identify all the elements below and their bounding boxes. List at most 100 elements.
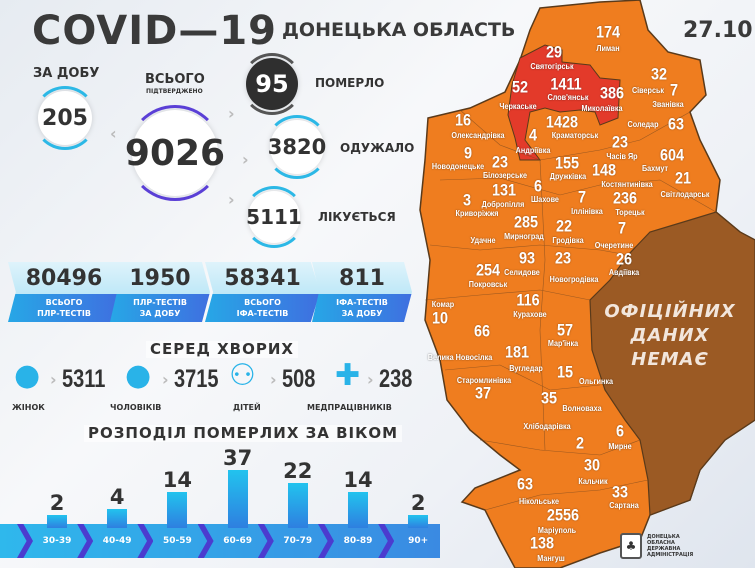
test-card: 80496 ВСЬОГО ПЛР-ТЕСТІВ bbox=[8, 262, 120, 322]
test-card: 811 ІФА-ТЕСТІВ ЗА ДОБУ bbox=[312, 262, 412, 322]
patient-count: 3715 bbox=[174, 365, 219, 393]
daily-label: ЗА ДОБУ bbox=[33, 66, 100, 81]
town-name: Криворіжжя bbox=[455, 207, 499, 218]
test-label: ВСЬОГО ІФА-ТЕСТІВ bbox=[205, 294, 320, 322]
daily-value: 205 bbox=[42, 105, 88, 131]
town-case-count: 6 bbox=[533, 176, 543, 196]
test-label-line: ВСЬОГО bbox=[45, 298, 83, 307]
town-name: Світлодарськ bbox=[660, 188, 710, 199]
coat-of-arms-icon: ♣ bbox=[620, 533, 642, 559]
town-case-count: 1428 bbox=[545, 112, 579, 132]
town-name: Хлібодарівка bbox=[523, 420, 571, 431]
age-bar bbox=[408, 514, 429, 528]
chevron-right-icon: › bbox=[242, 150, 249, 169]
test-label-line: ПЛР-ТЕСТІВ bbox=[37, 309, 91, 318]
test-card: 58341 ВСЬОГО ІФА-ТЕСТІВ bbox=[205, 262, 320, 322]
town-name: Миколаївка bbox=[581, 102, 623, 113]
age-bar-value: 4 bbox=[109, 485, 125, 509]
treated-label: ЛІКУЄТЬСЯ bbox=[318, 210, 396, 224]
page-title: COVID—19 bbox=[32, 8, 277, 54]
woman-icon: ● bbox=[14, 358, 41, 393]
town-name: Авдіївка bbox=[608, 266, 640, 277]
town-case-count: 254 bbox=[475, 260, 501, 280]
region-name: ДОНЕЦЬКА ОБЛАСТЬ bbox=[282, 19, 516, 41]
town-name: Курахове bbox=[513, 308, 547, 319]
town-case-count: 52 bbox=[511, 77, 529, 97]
report-date: 27.10 bbox=[683, 18, 753, 43]
age-group-label: 70-79 bbox=[283, 536, 313, 546]
town-name: Старомлинівка bbox=[456, 374, 512, 385]
logo-text-line: АДМІНІСТРАЦІЯ bbox=[647, 552, 694, 558]
town-name: Костянтинівка bbox=[601, 178, 653, 189]
deaths-circle: 95 bbox=[241, 53, 303, 115]
town-name: Удачне bbox=[470, 234, 496, 245]
town-case-count: 16 bbox=[454, 110, 472, 130]
town-case-count: 181 bbox=[504, 342, 530, 362]
patient-count: 508 bbox=[282, 365, 316, 393]
town-name: Слов'янськ bbox=[547, 91, 589, 102]
test-label: ІФА-ТЕСТІВ ЗА ДОБУ bbox=[312, 294, 412, 322]
town-case-count: 30 bbox=[583, 455, 601, 475]
test-value: 811 bbox=[312, 262, 412, 294]
town-name: Шахове bbox=[531, 193, 559, 204]
town-name: Краматорськ bbox=[551, 129, 599, 140]
test-value: 80496 bbox=[8, 262, 120, 294]
town-name: Торецьк bbox=[615, 206, 645, 217]
nurse-icon: ✚ bbox=[335, 358, 361, 393]
town-case-count: 386 bbox=[599, 83, 625, 103]
town-case-count: 23 bbox=[554, 248, 572, 268]
town-name: Нікольське bbox=[518, 495, 560, 506]
age-bar bbox=[348, 492, 368, 528]
test-label-line: ІФА-ТЕСТІВ bbox=[336, 298, 388, 307]
town-name: Сіверськ bbox=[631, 84, 665, 95]
town-case-count: 63 bbox=[667, 114, 685, 134]
test-label-line: ЗА ДОБУ bbox=[341, 309, 383, 318]
total-value: 9026 bbox=[124, 132, 226, 174]
age-bar bbox=[287, 483, 308, 528]
town-case-count: 57 bbox=[556, 320, 574, 340]
chevron-left-icon: ‹ bbox=[110, 124, 117, 143]
town-name: Велика Новосілка bbox=[427, 351, 493, 362]
logo-text-line: ОБЛАСНА bbox=[647, 540, 675, 546]
no-data-line: ОФІЦІЙНИХ bbox=[604, 301, 736, 322]
logo-text-line: ДЕРЖАВНА bbox=[647, 546, 681, 552]
town-name: Сартана bbox=[609, 499, 639, 510]
town-case-count: 10 bbox=[431, 308, 449, 328]
town-case-count: 23 bbox=[611, 132, 629, 152]
patient-label: ДІТЕЙ bbox=[233, 403, 261, 412]
town-name: Часів Яр bbox=[606, 150, 638, 161]
age-band bbox=[0, 524, 440, 558]
town-name: Мирне bbox=[608, 440, 632, 451]
town-case-count: 23 bbox=[491, 152, 509, 172]
town-case-count: 29 bbox=[545, 42, 563, 62]
town-case-count: 236 bbox=[612, 188, 638, 208]
town-case-count: 131 bbox=[491, 180, 517, 200]
test-label-line: ПЛР-ТЕСТІВ bbox=[133, 298, 187, 307]
town-case-count: 21 bbox=[674, 168, 692, 188]
patient-label: МЕДПРАЦІВНИКІВ bbox=[307, 403, 392, 412]
town-case-count: 63 bbox=[516, 474, 534, 494]
town-case-count: 138 bbox=[529, 533, 555, 553]
town-case-count: 1411 bbox=[550, 74, 582, 94]
town-case-count: 66 bbox=[473, 321, 491, 341]
test-label-line: ЗА ДОБУ bbox=[139, 309, 181, 318]
town-name: Селидове bbox=[504, 266, 540, 277]
age-title: РОЗПОДІЛ ПОМЕРЛИХ ЗА ВІКОМ bbox=[84, 424, 403, 443]
town-name: Гродівка bbox=[552, 234, 584, 245]
town-name: Дружківка bbox=[549, 170, 587, 181]
logo-text: ДОНЕЦЬКА ОБЛАСНА ДЕРЖАВНА АДМІНІСТРАЦІЯ bbox=[647, 534, 693, 558]
town-case-count: 7 bbox=[617, 218, 627, 238]
town-name: Олександрівка bbox=[451, 129, 505, 140]
town-name: Комар bbox=[431, 298, 455, 309]
age-group-label: 60-69 bbox=[223, 536, 252, 546]
town-name: Соледар bbox=[627, 118, 659, 129]
town-name: Покровськ bbox=[468, 278, 508, 289]
town-name: Волноваха bbox=[562, 402, 602, 413]
chevron-right-icon: › bbox=[270, 370, 277, 389]
age-group-label: 50-59 bbox=[162, 536, 192, 546]
town-name: Лиман bbox=[596, 42, 620, 53]
age-bar bbox=[167, 492, 188, 528]
town-name: Бахмут bbox=[641, 162, 669, 173]
age-group-label: 30-39 bbox=[42, 536, 72, 546]
